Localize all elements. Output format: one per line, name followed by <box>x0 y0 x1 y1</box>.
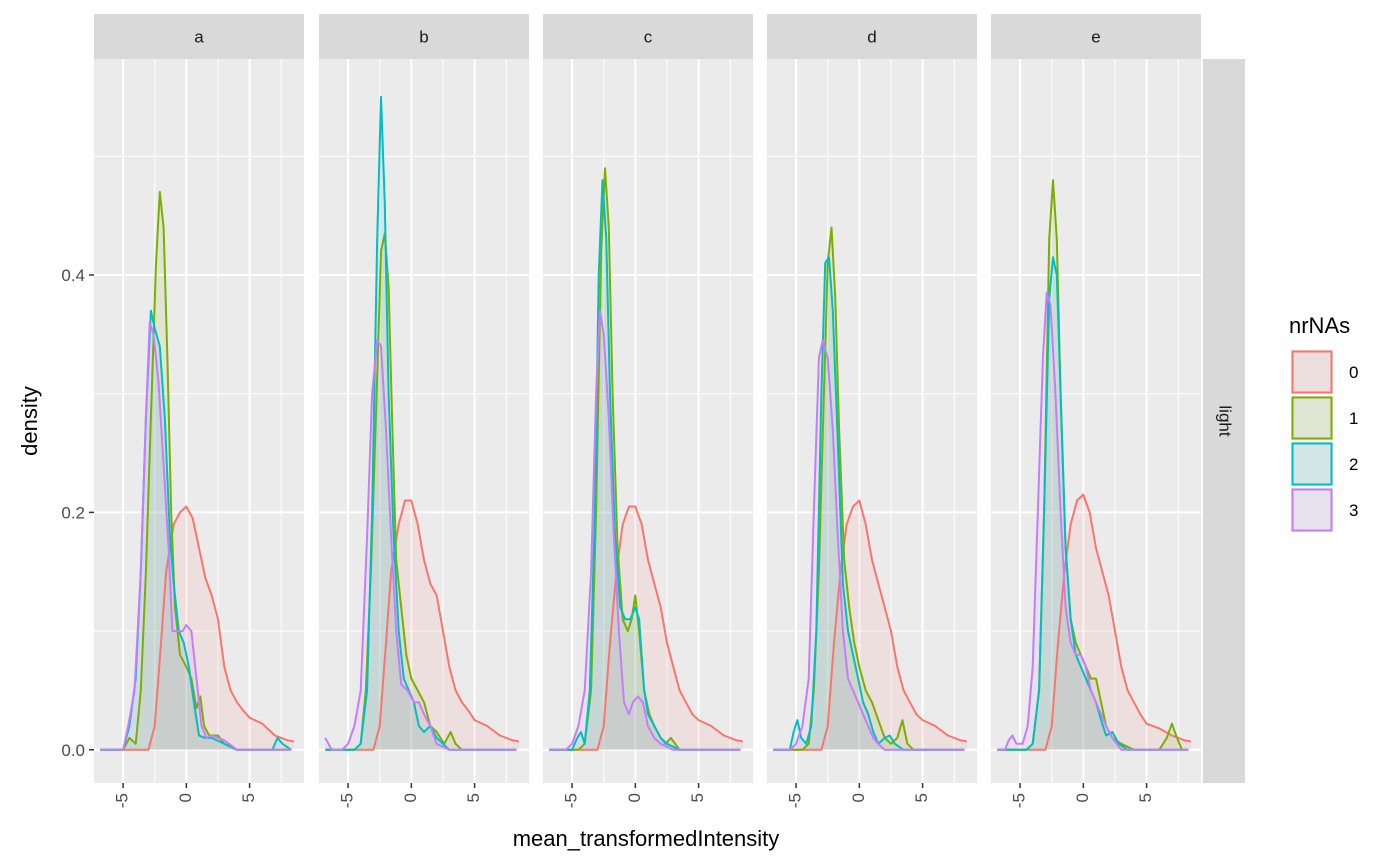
density-line-series-3 <box>549 309 741 751</box>
x-tick-label: 5 <box>688 793 707 802</box>
legend-key-background <box>1291 396 1333 440</box>
y-tick-label: 0.4 <box>61 266 85 285</box>
density-area-series-1 <box>325 233 517 750</box>
panel-background <box>319 59 529 783</box>
x-tick-label: -5 <box>786 793 805 808</box>
legend-entry-0: 0 <box>1291 350 1358 394</box>
x-tick-label: -5 <box>338 793 357 808</box>
legend-label: 3 <box>1349 501 1358 520</box>
x-tick-label: 0 <box>1073 793 1092 802</box>
x-tick-label: 5 <box>912 793 931 802</box>
y-axis: 0.0 0.2 0.4 <box>61 266 94 760</box>
x-tick-label: 0 <box>625 793 644 802</box>
density-area-series-3 <box>100 322 292 750</box>
x-tick-label: 0 <box>849 793 868 802</box>
x-tick-label: -5 <box>1010 793 1029 808</box>
legend-key-background <box>1291 442 1333 486</box>
x-tick-label: 5 <box>239 793 258 802</box>
facet-panels: a -5 0 5 b -5 0 5 c -5 0 5 d -5 0 5 e -5 0 5 <box>94 14 1201 808</box>
facet-strip-label: c <box>644 28 653 47</box>
x-tick-label: 5 <box>1136 793 1155 802</box>
density-area-series-0 <box>997 494 1191 750</box>
legend-entry-1: 1 <box>1291 396 1358 440</box>
density-line-series-2 <box>773 256 965 751</box>
facet-strip-label: a <box>194 28 204 47</box>
density-area-series-2 <box>100 310 292 750</box>
row-facet-strip: light <box>1203 59 1245 783</box>
density-area-series-2 <box>325 97 517 750</box>
density-area-series-2 <box>997 257 1189 750</box>
facet-strip-label: e <box>1091 28 1100 47</box>
x-axis-title: mean_transformedIntensity <box>513 826 780 851</box>
density-line-series-0 <box>100 505 295 751</box>
row-strip-label: light <box>1216 405 1235 436</box>
density-line-series-3 <box>773 339 965 751</box>
facet-strip-background <box>991 14 1201 59</box>
density-line-series-0 <box>773 499 968 751</box>
x-tick-label: 0 <box>176 793 195 802</box>
facet-panel-d: d -5 0 5 <box>767 14 977 808</box>
density-line-series-0 <box>325 499 520 751</box>
facet-strip-background <box>94 14 304 59</box>
density-area-series-0 <box>773 500 967 750</box>
density-area-series-3 <box>997 292 1189 750</box>
density-area-series-1 <box>100 191 292 750</box>
density-area-series-2 <box>549 180 741 750</box>
y-tick-label: 0.2 <box>61 503 85 522</box>
panel-background <box>991 59 1201 783</box>
y-tick-label: 0.0 <box>61 741 85 760</box>
facet-strip-background <box>319 14 529 59</box>
legend-label: 0 <box>1349 363 1358 382</box>
legend-label: 1 <box>1349 409 1358 428</box>
legend-key-swatch <box>1291 442 1333 486</box>
facet-strip-label: b <box>419 28 428 47</box>
facet-panel-c: c -5 0 5 <box>543 14 753 808</box>
x-tick-label: 0 <box>401 793 420 802</box>
facet-strip-background <box>543 14 753 59</box>
legend-label: 2 <box>1349 455 1358 474</box>
row-strip-background <box>1203 59 1245 783</box>
density-line-series-3 <box>100 321 292 751</box>
legend-keys: 0 1 2 3 <box>1291 350 1358 532</box>
density-area-series-1 <box>773 227 965 750</box>
density-area-series-0 <box>100 506 294 750</box>
density-line-series-2 <box>325 96 517 751</box>
x-tick-label: -5 <box>113 793 132 808</box>
legend-key-background <box>1291 350 1333 394</box>
legend-key-swatch <box>1291 488 1333 532</box>
density-line-series-0 <box>997 493 1192 751</box>
panel-background <box>94 59 304 783</box>
density-area-series-1 <box>549 168 741 750</box>
density-line-series-3 <box>324 339 517 751</box>
legend: nrNAs 0 1 2 3 <box>1289 313 1358 532</box>
x-tick-label: -5 <box>562 793 581 808</box>
density-area-series-2 <box>773 257 965 750</box>
panel-background <box>767 59 977 783</box>
legend-entry-3: 3 <box>1291 488 1358 532</box>
legend-key-swatch <box>1291 350 1333 394</box>
panel-background <box>543 59 753 783</box>
facet-panel-a: a -5 0 5 <box>94 14 304 808</box>
density-area-series-0 <box>549 506 743 750</box>
facet-strip-background <box>767 14 977 59</box>
legend-entry-2: 2 <box>1291 442 1358 486</box>
density-area-series-0 <box>325 500 519 750</box>
legend-key-swatch <box>1291 396 1333 440</box>
density-line-series-2 <box>549 179 741 751</box>
facet-panel-b: b -5 0 5 <box>319 14 529 808</box>
facet-strip-label: d <box>867 28 876 47</box>
density-line-series-3 <box>997 291 1189 751</box>
density-area-series-1 <box>997 180 1189 750</box>
legend-key-background <box>1291 488 1333 532</box>
legend-title: nrNAs <box>1289 313 1350 338</box>
facet-panel-e: e -5 0 5 <box>991 14 1201 808</box>
x-tick-label: 5 <box>464 793 483 802</box>
density-line-series-0 <box>549 505 744 751</box>
y-axis-title: density <box>17 386 42 456</box>
